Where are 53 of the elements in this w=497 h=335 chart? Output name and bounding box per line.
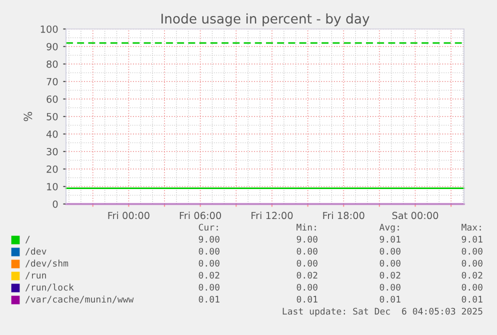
text: 0.00 (198, 248, 220, 255)
legend-label: /var/cache/munin/www (25, 296, 134, 304)
x-tick-label: Fri 18:00 (323, 212, 364, 220)
text: 0.00 (296, 284, 318, 291)
legend-label: / (25, 236, 30, 244)
text: 0.01 (296, 296, 318, 303)
y-tick-label: 50 (46, 112, 58, 120)
legend-label: /run/lock (25, 284, 74, 292)
text: 9.00 (296, 236, 318, 243)
text: 0.00 (198, 260, 220, 267)
x-tick-label: Fri 00:00 (108, 212, 150, 220)
text: 0.01 (198, 296, 220, 303)
x-tick-label: Sat 00:00 (392, 212, 438, 220)
legend-label: /run (25, 272, 46, 280)
y-tick-label: 80 (46, 60, 58, 68)
legend-label: /dev/shm (25, 260, 68, 268)
text: Last update: Sat Dec 6 04:05:03 2025 (282, 308, 482, 316)
text: 9.01 (380, 236, 400, 243)
text: 0.01 (462, 296, 482, 303)
y-tick-label: 100 (40, 25, 58, 33)
y-tick-label: 20 (46, 165, 58, 173)
text: 0.00 (380, 260, 400, 267)
legend-label: /dev (25, 248, 46, 256)
text: 0.02 (462, 272, 482, 279)
text: 0.00 (462, 248, 482, 255)
y-axis-title: % (24, 112, 32, 122)
x-tick-label: Fri 12:00 (252, 212, 293, 220)
text: 0.02 (198, 272, 220, 279)
text: Avg: (379, 224, 399, 232)
text: 0.00 (380, 284, 400, 291)
text: Cur: (198, 224, 218, 231)
text: 0.00 (296, 248, 318, 255)
text: Min: (296, 224, 316, 231)
text: 0.02 (296, 272, 318, 279)
text: 9.01 (462, 236, 482, 243)
text: 0.02 (380, 272, 400, 279)
y-tick-label: 90 (46, 42, 58, 50)
chart-title: Inode usage in percent - by day (162, 13, 370, 26)
y-tick-label: 40 (46, 130, 58, 138)
y-tick-label: 30 (46, 148, 58, 156)
y-tick-label: 0 (52, 200, 58, 208)
text: 0.00 (296, 260, 318, 267)
y-tick-label: 10 (47, 182, 58, 190)
y-tick-label: 60 (46, 95, 58, 103)
y-tick-label: 70 (46, 78, 58, 86)
text: 0.00 (462, 260, 482, 267)
text: 9.00 (198, 236, 220, 243)
text: 0.01 (380, 296, 400, 303)
text: 0.00 (380, 248, 400, 255)
text: 0.00 (198, 284, 220, 291)
text: Max: (462, 224, 481, 231)
x-tick-label: Fri 06:00 (180, 212, 222, 220)
text: 0.00 (462, 284, 482, 291)
